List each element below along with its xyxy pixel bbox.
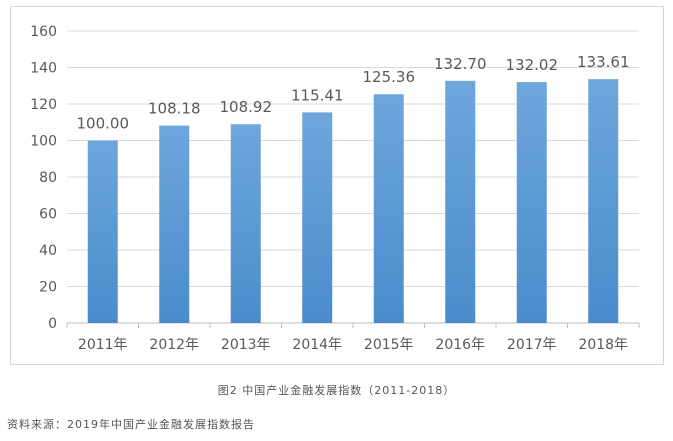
bar-chart: 0 20 40 60 80 100 120 140 160 100.00 108.18 108.92… [30, 24, 640, 353]
data-label: 108.92 [220, 98, 273, 116]
bar [87, 140, 118, 323]
x-tick-label: 2012年 [149, 337, 199, 353]
bar [516, 82, 547, 323]
data-label: 100.00 [77, 115, 130, 133]
data-label: 132.02 [506, 56, 559, 74]
x-tick-label: 2014年 [292, 337, 342, 353]
bar [159, 125, 190, 323]
y-tick-label: 100 [30, 134, 57, 150]
x-tick-label: 2011年 [78, 337, 128, 353]
x-tick-label: 2018年 [578, 337, 628, 353]
y-tick-label: 0 [48, 316, 57, 332]
bar [302, 112, 333, 324]
bar [230, 124, 261, 323]
source-note: 资料来源：2019年中国产业金融发展指数报告 [7, 418, 255, 431]
data-label: 115.41 [291, 86, 344, 104]
y-tick-label: 60 [39, 207, 57, 223]
x-tick-label: 2016年 [435, 337, 485, 353]
y-tick-label: 160 [30, 24, 57, 40]
x-tick-label: 2013年 [221, 337, 271, 353]
bar [373, 94, 404, 323]
chart-frame: 0 20 40 60 80 100 120 140 160 100.00 108.18 108.92… [10, 6, 664, 365]
y-tick-label: 120 [30, 97, 57, 113]
data-label: 133.61 [577, 53, 630, 71]
y-tick-label: 80 [39, 170, 57, 186]
y-tick-label: 20 [39, 280, 57, 296]
x-tick-label: 2017年 [507, 337, 557, 353]
data-label: 125.36 [363, 68, 416, 86]
y-tick-label: 140 [30, 61, 57, 77]
data-label: 132.70 [434, 55, 487, 73]
data-label: 108.18 [148, 100, 201, 118]
figure-caption: 图2 中国产业金融发展指数（2011-2018） [217, 384, 456, 397]
y-tick-label: 40 [39, 243, 57, 259]
x-tick-label: 2015年 [364, 337, 414, 353]
bar [445, 80, 476, 323]
bar [588, 79, 619, 324]
